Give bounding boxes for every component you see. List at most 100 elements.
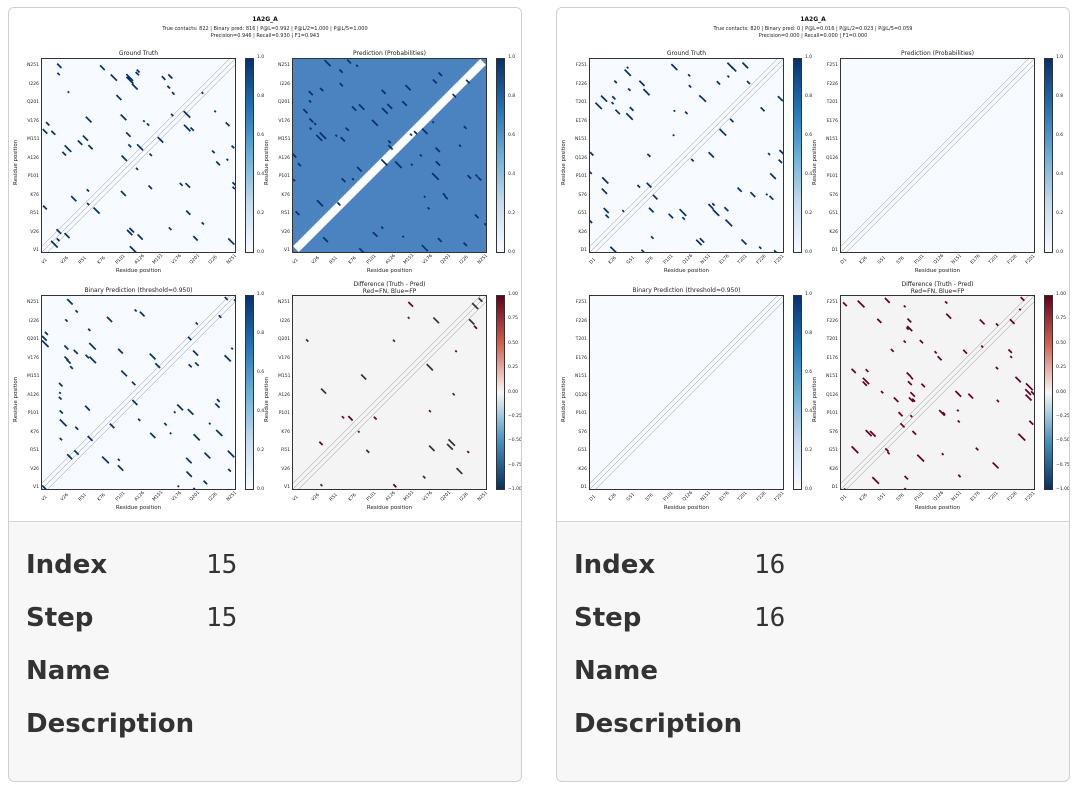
colorbar-diverging [1044, 295, 1053, 490]
x-tick-label: P101 [115, 491, 127, 503]
x-tick-label: Q201 [440, 253, 453, 266]
step-value: 15 [206, 603, 238, 633]
y-tick-label: V176 [27, 355, 39, 361]
x-tick-label: E176 [718, 490, 731, 503]
y-tick-label: P101 [826, 411, 838, 416]
x-axis-title: Residue position [914, 268, 961, 274]
y-tick-label: F251 [575, 300, 587, 305]
x-tick-label: E176 [969, 490, 982, 503]
y-tick-label: N251 [27, 300, 39, 305]
y-tick-label: G51 [577, 211, 587, 216]
x-tick-label: T201 [737, 253, 749, 266]
colorbar-tick: −1.00 [508, 487, 522, 492]
contact-map-gt [41, 58, 236, 253]
x-tick-label: V176 [170, 490, 183, 503]
y-axis-title: Residue position [264, 139, 270, 185]
colorbar-tick: 0.2 [1056, 211, 1064, 216]
colorbar-tick: 0.4 [257, 409, 265, 414]
x-tick-label: V26 [59, 492, 70, 503]
panel-title-pred: Prediction (Probabilities) [900, 50, 975, 57]
x-tick-label: N251 [477, 490, 489, 503]
contact-map-figure[interactable]: 1A2G_A True contacts: 820 | Binary pred: … [557, 8, 1069, 522]
x-tick-label: M151 [152, 490, 165, 503]
x-tick-label: V1 [41, 257, 49, 266]
contact-map-gt [589, 58, 784, 253]
y-tick-label: Q126 [575, 392, 588, 398]
y-tick-label: Q126 [826, 392, 839, 398]
x-tick-label: A126 [133, 253, 146, 266]
step-label: Step [574, 603, 642, 633]
colorbar-tick: 0.8 [1056, 94, 1064, 99]
description-label: Description [26, 709, 195, 739]
x-tick-label: V176 [170, 253, 183, 266]
x-tick-label: M151 [403, 253, 416, 266]
x-tick-label: N151 [700, 490, 712, 503]
x-tick-label: V26 [310, 255, 321, 266]
x-tick-label: R51 [78, 255, 88, 266]
colorbar-tick: 0.6 [508, 133, 516, 138]
colorbar-tick: 1.0 [257, 292, 265, 297]
contact-map-figure[interactable]: 1A2G_A True contacts: 822 | Binary pred: … [9, 8, 521, 522]
figure-title: 1A2G_A [800, 16, 826, 23]
y-axis-title: Residue position [812, 376, 818, 422]
y-tick-label: F251 [826, 300, 838, 305]
x-tick-label: V176 [421, 253, 434, 266]
colorbar-tick: 0.0 [805, 250, 813, 255]
panel-title-pred: Prediction (Probabilities) [352, 50, 427, 57]
y-axis-title: Residue position [13, 376, 19, 422]
colorbar-tick: −0.50 [1056, 438, 1070, 444]
y-tick-label: N251 [27, 63, 39, 68]
colorbar-tick: 0.6 [1056, 133, 1064, 138]
y-tick-label: S76 [578, 192, 587, 198]
y-tick-label: M151 [278, 374, 291, 379]
colorbar-tick: 0.6 [805, 370, 813, 375]
x-axis-title: Residue position [366, 505, 413, 511]
y-tick-label: V26 [30, 466, 39, 472]
y-tick-label: F226 [826, 81, 838, 87]
colorbar-tick: 0.25 [508, 365, 519, 371]
x-axis-title: Residue position [115, 505, 162, 511]
y-tick-label: F251 [826, 63, 838, 68]
result-card-16[interactable]: 1A2G_A True contacts: 820 | Binary pred: … [556, 7, 1070, 782]
y-tick-label: A126 [27, 392, 39, 398]
figure-subtitle-line1: True contacts: 820 | Binary pred: 0 | P@… [713, 26, 913, 32]
x-tick-label: K26 [858, 255, 869, 266]
y-tick-label: S76 [829, 429, 838, 435]
y-tick-label: F226 [575, 318, 587, 324]
x-tick-label: V1 [41, 494, 49, 503]
y-tick-label: V1 [33, 248, 39, 253]
panel-title-gt: Ground Truth [118, 50, 159, 57]
result-card-15[interactable]: 1A2G_A True contacts: 822 | Binary pred: … [8, 7, 522, 782]
colorbar-tick: 0.6 [805, 133, 813, 138]
colorbar-tick: 0.2 [805, 211, 813, 216]
figure-title: 1A2G_A [252, 16, 278, 23]
panel-subtitle-difference: Red=FN, Blue=FP [362, 288, 417, 295]
y-tick-label: Q201 [27, 100, 40, 105]
y-tick-label: K76 [281, 429, 290, 435]
x-tick-label: M151 [403, 490, 416, 503]
panel-title-difference: Difference (Truth - Pred) [901, 281, 974, 288]
x-tick-label: D1 [840, 257, 849, 266]
colorbar-tick: 0.4 [508, 172, 516, 177]
index-value: 15 [206, 550, 238, 580]
panel-title-bin: Binary Prediction (threshold=0.950) [84, 287, 193, 294]
y-tick-label: N251 [278, 300, 290, 305]
colorbar-tick: 0.8 [805, 94, 813, 99]
y-tick-label: E176 [575, 355, 587, 361]
x-tick-label: K76 [347, 492, 358, 503]
x-tick-label: R51 [329, 492, 339, 503]
x-tick-label: Q201 [440, 490, 453, 503]
contact-map-pred [840, 58, 1035, 253]
x-tick-label: V26 [310, 492, 321, 503]
y-tick-label: N251 [278, 63, 290, 68]
y-tick-label: S76 [578, 429, 587, 435]
y-tick-label: K76 [30, 429, 39, 435]
figure-subtitle-line2: Precision=0.946 | Recall=0.930 | F1=0.94… [210, 33, 320, 39]
y-tick-label: P101 [575, 174, 587, 179]
x-tick-label: E176 [969, 253, 982, 266]
x-axis-title: Residue position [115, 268, 162, 274]
panel-title-gt: Ground Truth [666, 50, 707, 57]
colorbar-tick: 0.75 [1056, 316, 1067, 322]
colorbar-tick: −1.00 [1056, 487, 1070, 492]
y-tick-label: Q201 [278, 100, 291, 105]
